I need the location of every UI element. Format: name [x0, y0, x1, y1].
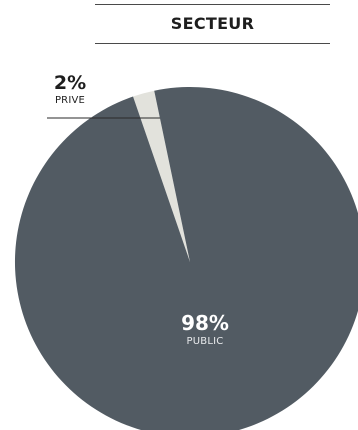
pie-slice-public: [14, 87, 358, 430]
pie-slice-prive: [133, 90, 190, 262]
title-rule-bottom: [95, 43, 330, 44]
label-public: 98% PUBLIC: [160, 311, 250, 349]
slice-label-public-name: PUBLIC: [186, 336, 224, 347]
slice-label-prive-percent: 2%: [53, 72, 87, 94]
label-prive: 2% PRIVE: [44, 72, 96, 107]
slice-label-public-percent: 98%: [181, 311, 229, 335]
title-rule-top: [95, 4, 330, 5]
slice-label-prive-name: PRIVE: [54, 95, 86, 106]
chart-title: SECTEUR: [170, 14, 255, 33]
